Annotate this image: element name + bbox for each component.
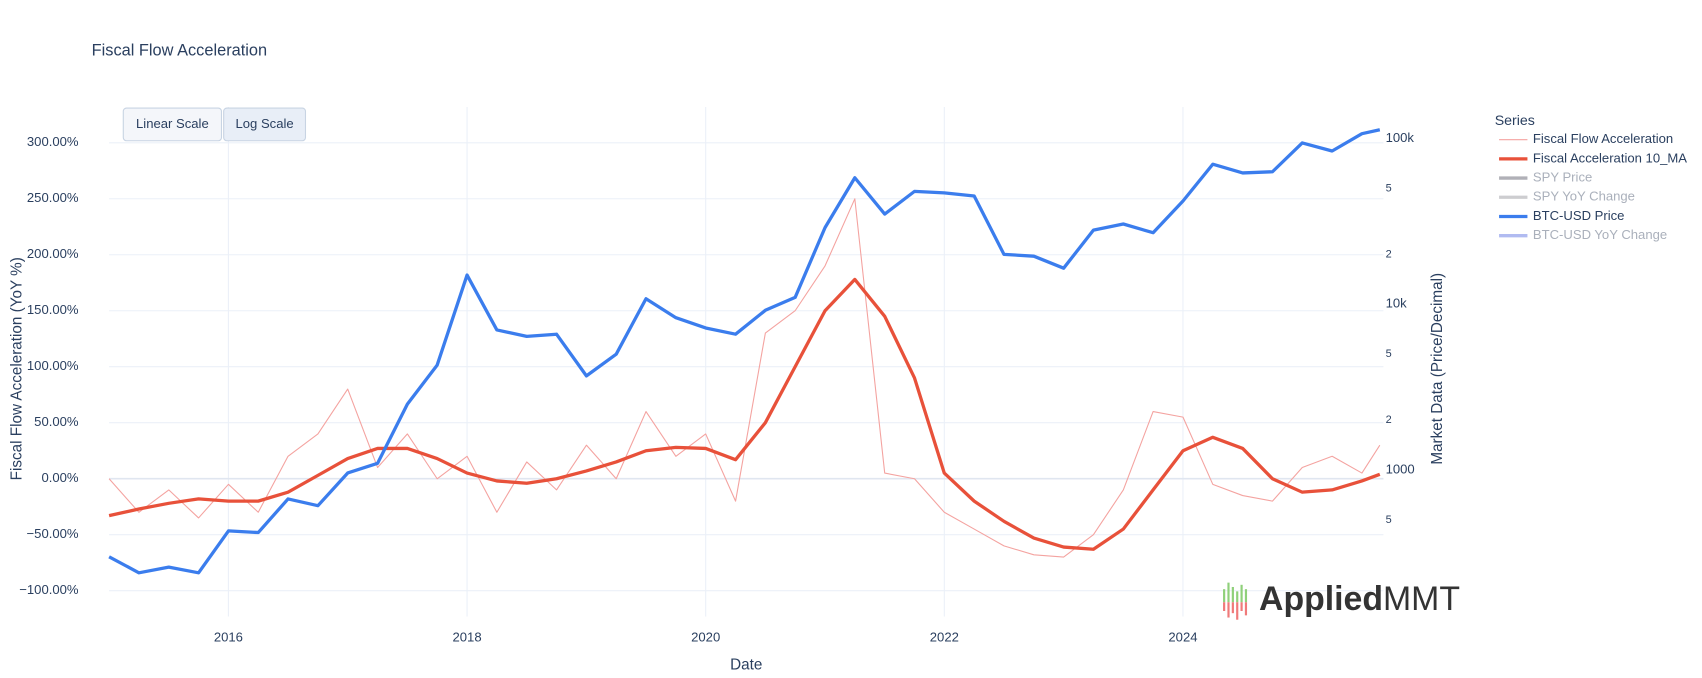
- logo-bar: [1227, 602, 1230, 618]
- legend-label: SPY YoY Change: [1533, 189, 1635, 204]
- button-label[interactable]: Log Scale: [235, 116, 293, 131]
- legend-title: Series: [1495, 113, 1535, 129]
- y2-tick-label: 100k: [1386, 130, 1415, 145]
- series-line: [108, 128, 1381, 575]
- x-axis-title: Date: [730, 657, 762, 674]
- series-line: [108, 198, 1381, 558]
- y2-tick-label: 5: [1386, 514, 1392, 526]
- logo-bar: [1227, 582, 1230, 603]
- y-tick-label: −50.00%: [27, 526, 79, 541]
- logo-bar: [1236, 602, 1239, 620]
- y-tick-label: 100.00%: [27, 358, 79, 373]
- linear-scale-button[interactable]: Linear Scale: [122, 107, 223, 142]
- legend: Fiscal Flow Acceleration Fiscal Accelerat…: [1499, 131, 1687, 242]
- logo-bar: [1244, 602, 1248, 616]
- y2-tick-label: 1000: [1386, 462, 1415, 477]
- y-tick-label: 250.00%: [27, 190, 79, 205]
- y2-axis-title: Market Data (Price/Decimal): [1429, 273, 1446, 465]
- logo-bar: [1240, 602, 1243, 611]
- y-tick-label: 0.00%: [41, 470, 78, 485]
- logo-text: AppliedMMT: [1259, 580, 1460, 618]
- y-tick-label: 50.00%: [34, 414, 79, 429]
- y-tick-label: 200.00%: [27, 246, 79, 261]
- y-axis-title: Fiscal Flow Acceleration (YoY %): [8, 257, 25, 480]
- legend-label: BTC-USD Price: [1533, 208, 1625, 223]
- logo-bar: [1231, 586, 1234, 603]
- button-label[interactable]: Linear Scale: [136, 116, 209, 131]
- x-tick-label: 2024: [1168, 630, 1197, 645]
- logo-icon: [1223, 582, 1248, 620]
- logo-bar: [1236, 591, 1239, 603]
- y2-tick-label: 5: [1386, 348, 1392, 360]
- y2-tick-label: 2: [1386, 248, 1392, 260]
- x-tick-label: 2016: [214, 630, 243, 645]
- logo: AppliedMMT: [1223, 580, 1460, 620]
- y2-tick-label: 10k: [1386, 296, 1408, 311]
- chart-title: Fiscal Flow Acceleration: [92, 42, 267, 60]
- log-scale-button[interactable]: Log Scale: [223, 107, 307, 142]
- logo-bar: [1223, 589, 1226, 603]
- grid: 2016 2018 2020 2022 2024 −100.00% −50.00% 0.00%…: [19, 106, 1415, 645]
- x-tick-label: 2018: [453, 630, 482, 645]
- legend-label: Fiscal Flow Acceleration: [1533, 131, 1673, 146]
- logo-bar: [1240, 584, 1243, 603]
- x-tick-label: 2022: [930, 630, 959, 645]
- series-line: [108, 277, 1381, 551]
- y-tick-label: −100.00%: [19, 582, 79, 597]
- button-bg[interactable]: [122, 107, 223, 142]
- logo-bar: [1231, 602, 1234, 614]
- x-tick-label: 2020: [691, 630, 720, 645]
- plot: [108, 128, 1381, 575]
- button-bg[interactable]: [223, 107, 307, 142]
- y2-tick-label: 2: [1386, 414, 1392, 426]
- logo-text-bold: Applied: [1259, 580, 1383, 618]
- y2-tick-label: 5: [1386, 182, 1392, 194]
- legend-label: BTC-USD YoY Change: [1533, 227, 1667, 242]
- logo-bar: [1223, 602, 1226, 611]
- legend-label: Fiscal Acceleration 10_MA: [1533, 150, 1687, 165]
- y-tick-label: 300.00%: [27, 134, 79, 149]
- y-tick-label: 150.00%: [27, 302, 79, 317]
- logo-text-regular: MMT: [1383, 580, 1460, 618]
- logo-bar: [1244, 589, 1248, 603]
- legend-label: SPY Price: [1533, 170, 1592, 185]
